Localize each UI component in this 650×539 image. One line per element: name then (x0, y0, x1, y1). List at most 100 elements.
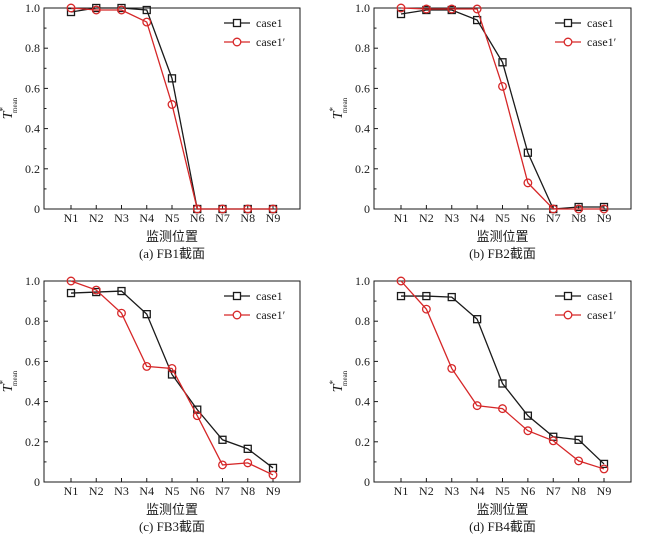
x-tick-label: N8 (240, 211, 255, 225)
y-tick-label: 0 (34, 475, 40, 489)
data-point (117, 5, 126, 15)
x-tick-label: N3 (114, 211, 129, 225)
data-point (396, 291, 406, 301)
x-tick-label: N5 (495, 484, 510, 498)
data-point (142, 310, 151, 319)
series-line-2 (70, 280, 274, 476)
x-tick-label: N5 (165, 211, 180, 225)
x-axis-title: 监测位置 (476, 229, 528, 244)
x-tick-label: N9 (266, 484, 281, 498)
y-tick-label: 1.0 (25, 1, 40, 15)
data-point (396, 276, 406, 286)
x-tick-label: N5 (165, 484, 180, 498)
legend-label: case1 (587, 16, 614, 30)
data-point (574, 456, 584, 466)
y-axis-title-symbol: T (1, 383, 16, 392)
x-tick-label: N3 (444, 211, 459, 225)
panel-caption: (b) FB2截面 (469, 246, 536, 261)
legend-marker (232, 291, 242, 301)
y-tick-label: 0.2 (25, 435, 40, 449)
data-point (142, 361, 152, 371)
legend-label: case1 (256, 289, 283, 303)
series-line-1 (401, 295, 605, 465)
data-point (117, 308, 126, 318)
legend-marker (232, 18, 242, 28)
x-tick-label: N9 (597, 211, 612, 225)
x-tick-label: N1 (64, 211, 79, 225)
data-point (498, 404, 507, 414)
x-tick-label: N7 (215, 484, 230, 498)
y-axis-title-sup: * (0, 106, 8, 111)
x-tick-label: N8 (240, 484, 255, 498)
y-axis-title-sub: mean (11, 97, 19, 113)
data-point (66, 276, 76, 286)
x-tick-label: N4 (470, 211, 485, 225)
data-point (574, 204, 584, 214)
data-point (243, 204, 253, 214)
y-tick-label: 0.6 (25, 81, 40, 95)
x-tick-label: N3 (114, 484, 129, 498)
y-tick-label: 0.4 (25, 122, 40, 136)
data-point (574, 435, 583, 444)
legend-marker (232, 310, 242, 320)
data-point (472, 4, 482, 14)
y-tick-label: 0.4 (355, 122, 370, 136)
y-axis-title-sub: mean (341, 370, 349, 386)
y-axis-title: T*mean (328, 370, 349, 392)
data-point (421, 4, 431, 14)
x-tick-label: N1 (64, 484, 79, 498)
x-tick-label: N9 (266, 211, 281, 225)
x-tick-label: N6 (190, 484, 205, 498)
panel-caption: (c) FB3截面 (139, 519, 205, 534)
data-point (523, 148, 533, 157)
legend-label: case1′ (587, 308, 617, 322)
data-point (167, 100, 177, 109)
data-point (243, 444, 252, 453)
y-tick-label: 0.8 (355, 314, 370, 328)
panel-4: 0 0.2 0.4 0.6 0.8 1.0 N1 N2 N3 N4 N5 N6 N7 N8 N9 监测位置 (d… (328, 274, 632, 534)
data-point (91, 5, 101, 15)
x-tick-label: N1 (394, 484, 409, 498)
y-tick-label: 0.2 (355, 162, 370, 176)
x-tick-label: N8 (571, 211, 586, 225)
legend-label: case1 (256, 16, 283, 30)
data-point (396, 3, 406, 13)
y-tick-label: 0 (364, 475, 370, 489)
x-tick-label: N4 (139, 211, 154, 225)
legend-marker (232, 37, 242, 47)
y-tick-label: 0.2 (25, 162, 40, 176)
y-tick-label: 0 (34, 202, 40, 216)
y-tick-label: 0.8 (25, 41, 40, 55)
y-axis-title: T*mean (0, 97, 19, 119)
y-axis-title-symbol: T (331, 383, 346, 392)
data-point (142, 17, 152, 27)
y-axis-title-sup: * (0, 379, 8, 384)
data-point (472, 315, 482, 324)
data-point (447, 292, 456, 302)
y-axis-title: T*mean (0, 370, 19, 392)
x-tick-label: N6 (521, 484, 536, 498)
panel-caption: (a) FB1截面 (139, 246, 205, 261)
data-point (548, 204, 558, 214)
x-tick-label: N4 (470, 484, 485, 498)
legend-label: case1 (587, 289, 614, 303)
data-point (523, 411, 533, 420)
y-axis-title-symbol: T (331, 110, 346, 119)
y-tick-label: 1.0 (355, 1, 370, 15)
series-line-2 (70, 7, 273, 210)
y-tick-label: 1.0 (25, 274, 40, 288)
y-axis-title-sub: mean (341, 97, 349, 113)
y-tick-label: 0 (364, 202, 370, 216)
data-point (192, 411, 202, 421)
x-tick-label: N8 (571, 484, 586, 498)
y-axis-title-symbol: T (1, 110, 16, 119)
data-point (498, 81, 507, 91)
data-point (66, 288, 76, 298)
data-point (599, 464, 609, 474)
data-point (167, 363, 177, 373)
data-point (447, 4, 457, 14)
x-tick-label: N6 (190, 211, 205, 225)
legend-label: case1′ (256, 35, 286, 49)
legend-marker (563, 291, 573, 301)
x-tick-label: N4 (139, 484, 154, 498)
